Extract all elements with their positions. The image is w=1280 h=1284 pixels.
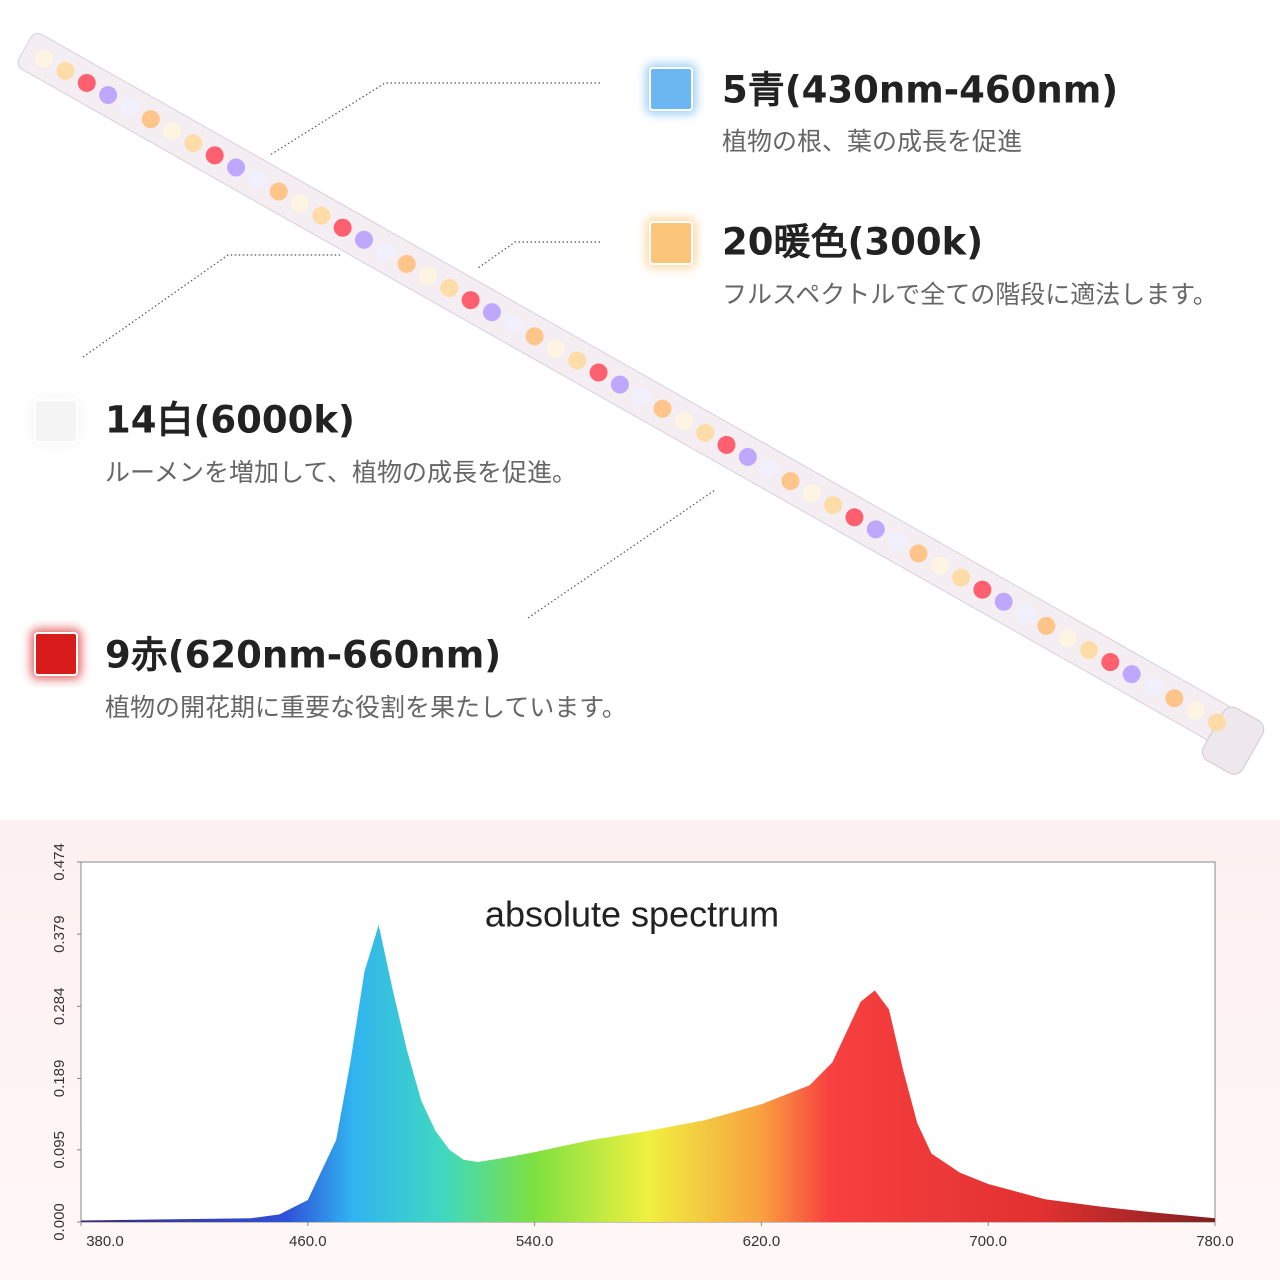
feature-list: 5青(430nm-460nm) 植物の根、葉の成長を促進 20暖色(300k) フルス…: [31, 64, 1218, 722]
led: [248, 170, 267, 189]
led: [163, 122, 182, 141]
leader-line: [82, 254, 340, 358]
led: [674, 411, 693, 430]
led: [781, 472, 800, 491]
led: [1037, 616, 1056, 635]
led: [717, 435, 736, 454]
led: [418, 266, 437, 285]
feature-title: 5青(430nm-460nm): [722, 69, 1118, 112]
x-tick-label: 380.0: [86, 1233, 124, 1250]
y-tick-label: 0.189: [51, 1060, 68, 1098]
led: [120, 98, 139, 117]
swatch: [34, 399, 78, 443]
led: [1058, 628, 1077, 647]
swatch: [649, 221, 693, 265]
x-tick-label: 700.0: [969, 1233, 1007, 1250]
led: [888, 532, 907, 551]
led: [333, 218, 352, 237]
led: [909, 544, 928, 563]
spectrum-area: [81, 925, 1215, 1222]
led: [312, 206, 331, 225]
led: [1165, 689, 1184, 708]
led: [632, 387, 651, 406]
led: [397, 254, 416, 273]
led: [1080, 640, 1099, 659]
led: [35, 49, 54, 68]
led: [205, 146, 224, 165]
led: [546, 339, 565, 358]
chart-title: absolute spectrum: [485, 894, 779, 935]
led: [568, 351, 587, 370]
feature-description: 植物の根、葉の成長を促進: [722, 127, 1022, 156]
led: [269, 182, 288, 201]
y-tick-label: 0.095: [51, 1131, 68, 1169]
feature-description: ルーメンを増加して、植物の成長を促進。: [105, 458, 577, 487]
x-tick-label: 620.0: [743, 1233, 781, 1250]
x-tick-label: 780.0: [1196, 1233, 1234, 1250]
led: [227, 158, 246, 177]
led: [1122, 665, 1141, 684]
led: [973, 580, 992, 599]
led: [482, 303, 501, 322]
led: [1143, 677, 1162, 696]
led: [802, 484, 821, 503]
led: [1016, 604, 1035, 623]
led: [440, 279, 459, 298]
led: [1101, 653, 1120, 672]
led: [77, 73, 96, 92]
led: [56, 61, 75, 80]
led: [99, 86, 118, 105]
feature-title: 9赤(620nm-660nm): [105, 634, 501, 677]
led: [355, 230, 374, 249]
led: [504, 315, 523, 334]
feature-description: 植物の開花期に重要な役割を果たしています。: [105, 693, 627, 722]
led: [760, 460, 779, 479]
x-tick-label: 460.0: [289, 1233, 327, 1250]
y-tick-label: 0.284: [51, 988, 68, 1026]
led: [845, 508, 864, 527]
led: [738, 447, 757, 466]
led: [824, 496, 843, 515]
y-tick-label: 0.474: [51, 843, 68, 881]
led: [1207, 713, 1226, 732]
led: [653, 399, 672, 418]
swatch: [649, 67, 693, 111]
swatch: [34, 632, 78, 676]
led: [291, 194, 310, 213]
plot: 0.000 0.095 0.189 0.284 0.379 0.474 380.0 460.0…: [51, 843, 1234, 1250]
y-tick-label: 0.379: [51, 915, 68, 953]
led: [866, 520, 885, 539]
y-tick-label: 0.000: [51, 1203, 68, 1241]
led: [461, 291, 480, 310]
led: [994, 592, 1013, 611]
led: [589, 363, 608, 382]
feature-description: フルスペクトルで全ての階段に適法します。: [722, 280, 1218, 309]
leader-line: [527, 489, 716, 619]
led: [525, 327, 544, 346]
leader-line: [477, 241, 600, 269]
leader-line: [269, 82, 600, 156]
led: [952, 568, 971, 587]
x-tick-label: 540.0: [516, 1233, 554, 1250]
led: [610, 375, 629, 394]
led: [1186, 701, 1205, 720]
feature-title: 14白(6000k): [105, 399, 355, 442]
led: [376, 242, 395, 261]
led: [696, 423, 715, 442]
led: [930, 556, 949, 575]
led-bar: [17, 32, 1265, 775]
led: [141, 110, 160, 129]
led: [184, 134, 203, 153]
feature-title: 20暖色(300k): [722, 221, 983, 264]
